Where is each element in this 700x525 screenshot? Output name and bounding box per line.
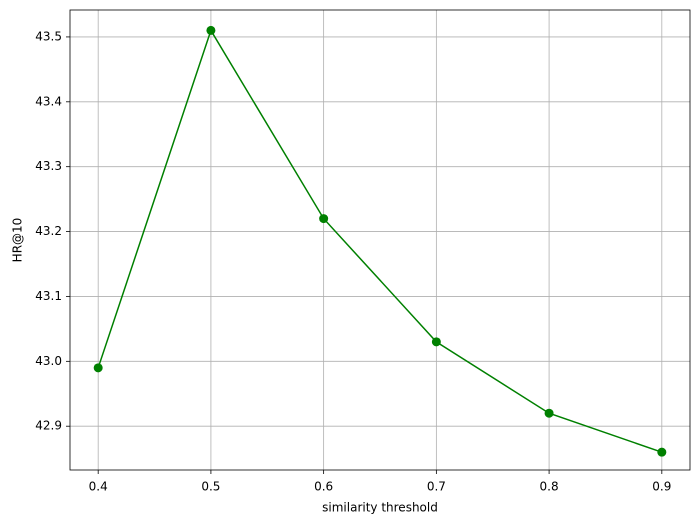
y-tick-label: 43.5 xyxy=(35,29,62,43)
marker xyxy=(93,363,103,373)
x-tick-label: 0.8 xyxy=(540,480,559,494)
y-tick-label: 43.3 xyxy=(35,159,62,173)
x-axis-label: similarity threshold xyxy=(322,501,438,515)
marker xyxy=(657,447,667,457)
plot-frame xyxy=(69,9,691,471)
y-tick-label: 43.4 xyxy=(35,94,62,108)
y-tick-label: 43.0 xyxy=(35,354,62,368)
marker xyxy=(431,337,441,347)
line xyxy=(97,28,663,453)
x-tick-label: 0.7 xyxy=(427,480,446,494)
y-axis-label: HR@10 xyxy=(11,218,25,263)
y-tick-label: 42.9 xyxy=(35,419,62,433)
x-tick-label: 0.9 xyxy=(652,480,671,494)
x-tick-label: 0.5 xyxy=(201,480,220,494)
marker xyxy=(319,214,329,224)
marker xyxy=(544,408,554,418)
x-tick-label: 0.6 xyxy=(314,480,333,494)
y-tick-label: 43.1 xyxy=(35,289,62,303)
marker xyxy=(206,25,216,35)
y-tick-label: 43.2 xyxy=(35,224,62,238)
x-tick-label: 0.4 xyxy=(89,480,108,494)
